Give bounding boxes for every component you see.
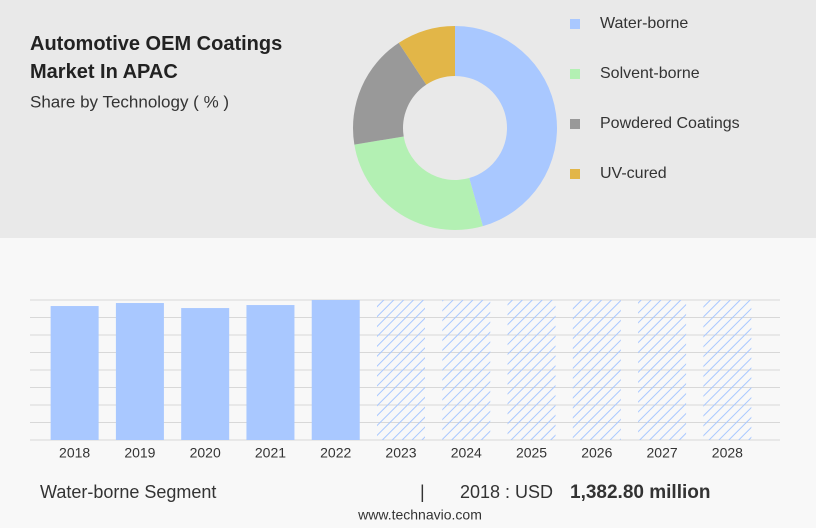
legend-swatch — [570, 19, 580, 29]
donut-slice — [354, 136, 483, 230]
legend-swatch — [570, 69, 580, 79]
bar — [181, 308, 230, 440]
legend-swatch — [570, 169, 580, 179]
legend-label: UV-cured — [600, 165, 667, 182]
forecast-placeholder — [377, 300, 425, 440]
x-tick-label: 2018 — [59, 445, 90, 461]
donut-slice — [353, 42, 427, 145]
bar — [311, 300, 360, 440]
donut-slice — [398, 26, 455, 85]
legend-label: Solvent-borne — [600, 65, 700, 82]
forecast-placeholder — [442, 300, 491, 440]
footer-separator: | — [420, 482, 425, 502]
bar — [50, 306, 99, 440]
forecast-placeholder — [703, 300, 752, 440]
x-tick-label: 2028 — [712, 445, 743, 461]
forecast-placeholder — [572, 300, 621, 440]
x-tick-label: 2019 — [124, 445, 155, 461]
x-tick-label: 2026 — [581, 445, 612, 461]
x-tick-label: 2021 — [255, 445, 286, 461]
legend-label: Water-borne — [600, 15, 688, 32]
footer-year: 2018 : USD — [460, 482, 553, 502]
legend-label: Powdered Coatings — [600, 115, 740, 132]
source: www.technavio.com — [357, 507, 482, 523]
x-tick-label: 2027 — [647, 445, 678, 461]
footer-value: 1,382.80 million — [570, 482, 710, 503]
x-tick-label: 2024 — [451, 445, 482, 461]
x-tick-label: 2022 — [320, 445, 351, 461]
subtitle: Share by Technology ( % ) — [30, 92, 229, 111]
legend-swatch — [570, 119, 580, 129]
x-tick-label: 2020 — [190, 445, 221, 461]
forecast-placeholder — [507, 300, 556, 440]
x-tick-label: 2025 — [516, 445, 547, 461]
x-tick-label: 2023 — [385, 445, 416, 461]
donut-slice — [455, 25, 558, 227]
forecast-placeholder — [638, 300, 687, 440]
chart-title: Automotive OEM Coatings Market In APAC — [30, 33, 283, 83]
bar — [246, 305, 295, 440]
bar — [115, 303, 164, 440]
footer-segment: Water-borne Segment — [40, 482, 216, 502]
